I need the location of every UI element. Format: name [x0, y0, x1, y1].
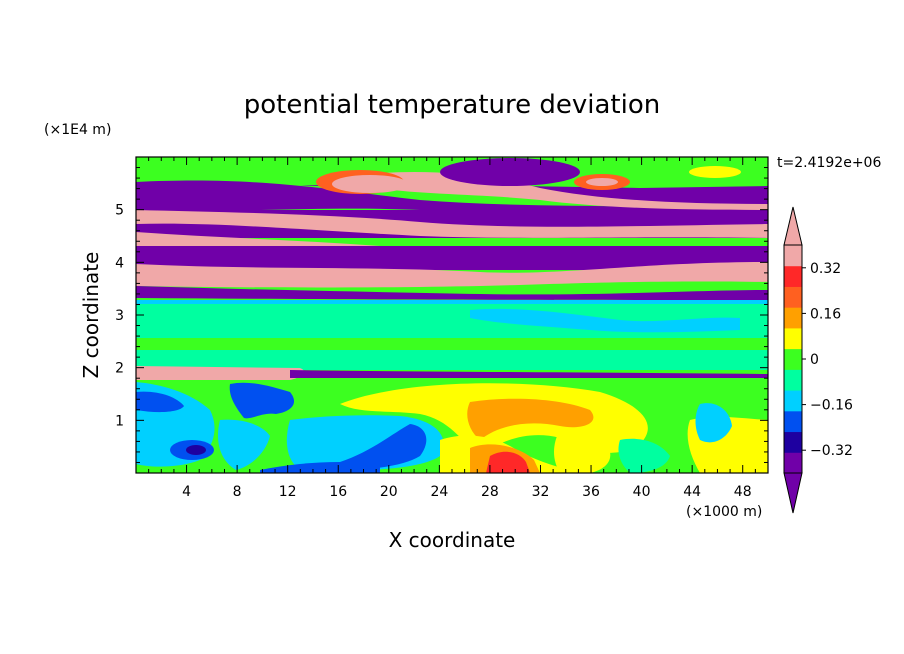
colorbar-swatch — [784, 369, 802, 391]
x-tick-label: 8 — [233, 484, 242, 500]
contour-blob — [695, 403, 732, 443]
colorbar-swatch — [784, 265, 802, 287]
contour-blob — [486, 451, 530, 473]
colorbar-swatch — [784, 245, 802, 267]
contour-band — [136, 350, 768, 370]
contour-band — [290, 370, 768, 378]
colorbar-swatch — [784, 307, 802, 329]
y-tick-label: 3 — [115, 308, 124, 324]
contour-blob — [554, 429, 611, 473]
contour-blob — [340, 424, 427, 470]
contour-blob — [217, 419, 270, 470]
x-tick-label: 44 — [683, 484, 701, 500]
colorbar-swatch — [784, 286, 802, 308]
contour-plot-area — [136, 157, 768, 473]
x-tick-label: 32 — [532, 484, 550, 500]
x-tick-label: 24 — [430, 484, 448, 500]
colorbar-tick-label: 0.32 — [810, 261, 841, 277]
contour-band — [136, 366, 305, 380]
contour-band — [136, 286, 768, 300]
y-axis: 1 2 3 4 5 — [115, 167, 768, 463]
y-tick-label: 1 — [115, 413, 124, 429]
y-tick-label: 2 — [115, 361, 124, 377]
contour-band — [136, 300, 768, 304]
x-tick-label: 36 — [582, 484, 600, 500]
y-tick-label: 5 — [115, 203, 124, 219]
y-tick-label: 4 — [115, 255, 124, 271]
contour-blob — [586, 178, 618, 186]
contour-blob — [260, 462, 380, 473]
y-axis-label: Z coordinate — [79, 252, 103, 379]
contour-band — [136, 210, 768, 238]
x-tick-label: 12 — [279, 484, 297, 500]
contour-blob — [136, 391, 184, 413]
colorbar-swatch — [784, 410, 802, 433]
x-tick-label: 28 — [481, 484, 499, 500]
x-tick-label: 40 — [633, 484, 651, 500]
colorbar-under-triangle — [783, 472, 803, 514]
colorbar-swatch — [784, 452, 802, 474]
contour-band — [340, 172, 768, 210]
contour-band — [136, 262, 768, 288]
colorbar-swatch — [784, 390, 802, 412]
contour-band — [136, 338, 768, 350]
contour-blob — [332, 175, 408, 193]
x-tick-label: 16 — [329, 484, 347, 500]
x-axis-label: X coordinate — [389, 528, 516, 552]
contour-blob — [618, 438, 670, 473]
contour-blob — [440, 158, 580, 186]
time-label: t=2.4192e+06 — [777, 155, 881, 171]
y-unit-label: (×1E4 m) — [44, 122, 111, 138]
colorbar-swatch — [784, 327, 802, 350]
x-tick-label: 20 — [380, 484, 398, 500]
colorbar: −0.32 −0.16 0 0.16 0.32 — [783, 206, 853, 514]
x-unit-label: (×1000 m) — [686, 504, 762, 520]
x-axis: 4 8 12 16 20 24 28 32 36 40 44 48 — [148, 157, 756, 500]
colorbar-swatch — [784, 431, 802, 453]
colorbar-swatch — [784, 348, 802, 370]
contour-band — [470, 308, 740, 333]
contour-blob — [229, 382, 295, 419]
x-tick-label: 4 — [182, 484, 191, 500]
colorbar-tick-label: −0.32 — [810, 443, 853, 459]
x-tick-label: 48 — [734, 484, 752, 500]
contour-band — [136, 180, 768, 214]
contour-blob — [467, 398, 594, 440]
contour-blob — [186, 445, 206, 455]
chart-title: potential temperature deviation — [244, 90, 660, 120]
contour-blob — [689, 166, 741, 178]
colorbar-over-triangle — [783, 206, 803, 246]
colorbar-tick-label: 0.16 — [810, 306, 841, 322]
colorbar-tick-label: −0.16 — [810, 398, 853, 414]
colorbar-tick-label: 0 — [810, 352, 819, 368]
